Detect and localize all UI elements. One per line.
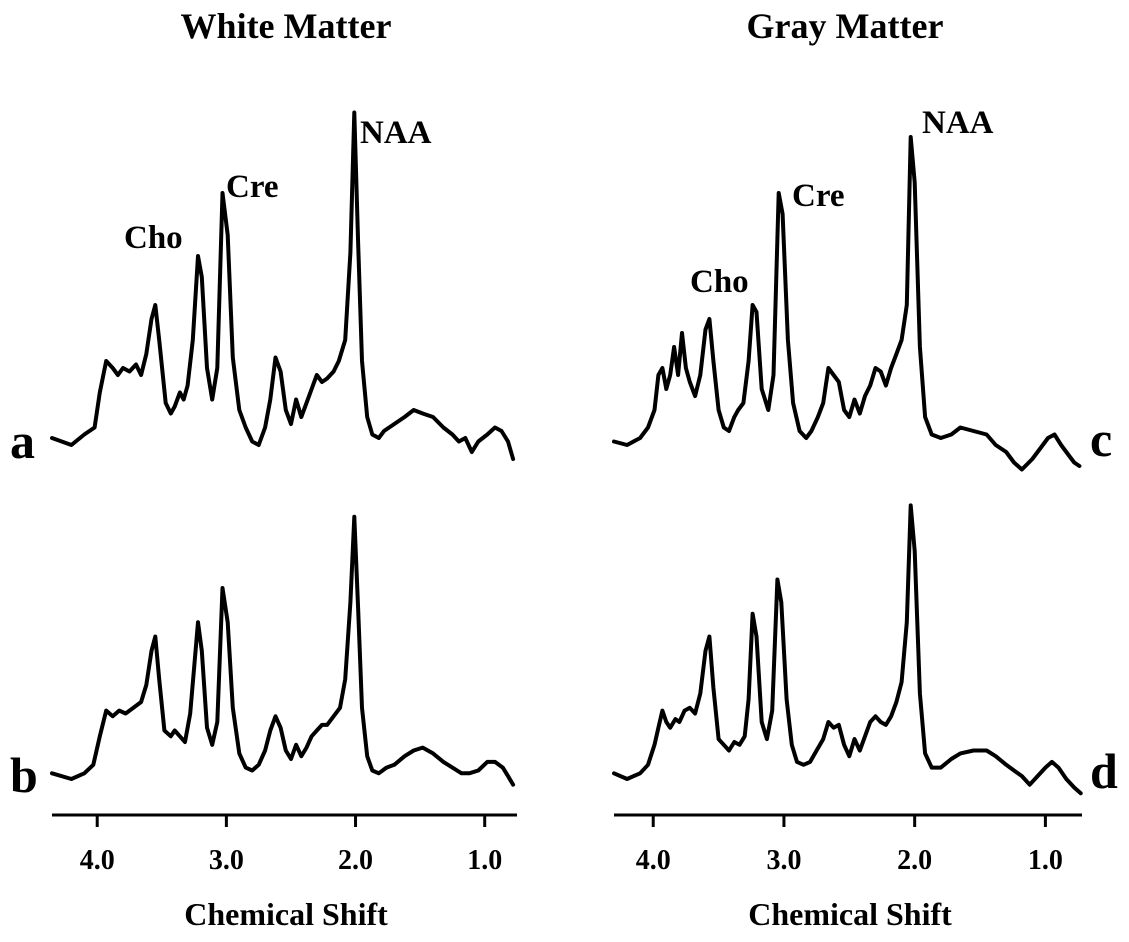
x-axis-ticks-white: 4.0 3.0 2.0 1.0 [80, 815, 502, 876]
peak-label-cre-c: Cre [792, 178, 845, 214]
x-tick-label: 3.0 [209, 845, 244, 876]
peak-label-naa-c: NAA [922, 105, 994, 141]
spectrum-trace-a [50, 110, 516, 461]
peak-label-cho-c: Cho [690, 264, 749, 300]
x-tick-label: 3.0 [766, 845, 801, 876]
x-axis-title-gray: Chemical Shift [748, 896, 952, 932]
panel-letter-c: c [1090, 411, 1112, 467]
x-tick-label: 4.0 [636, 845, 671, 876]
x-tick-label: 1.0 [467, 845, 502, 876]
spectrum-trace-d [612, 503, 1083, 796]
x-tick-label: 2.0 [897, 845, 932, 876]
white-matter-title: White Matter [181, 6, 392, 46]
panel-letter-a: a [10, 413, 35, 469]
x-tick-label: 2.0 [338, 845, 373, 876]
peak-label-cho-a: Cho [124, 220, 183, 256]
x-tick-label: 1.0 [1028, 845, 1063, 876]
panel-letter-b: b [10, 747, 38, 803]
peak-label-naa-a: NAA [360, 115, 432, 151]
gray-matter-title: Gray Matter [747, 6, 944, 46]
panel-letter-d: d [1090, 743, 1118, 799]
x-tick-label: 4.0 [80, 845, 115, 876]
x-axis-title-white: Chemical Shift [184, 896, 388, 932]
x-axis-ticks-gray: 4.0 3.0 2.0 1.0 [636, 815, 1063, 876]
spectrum-trace-b [50, 514, 516, 787]
peak-label-cre-a: Cre [226, 169, 279, 205]
spectrum-trace-c [612, 135, 1082, 472]
